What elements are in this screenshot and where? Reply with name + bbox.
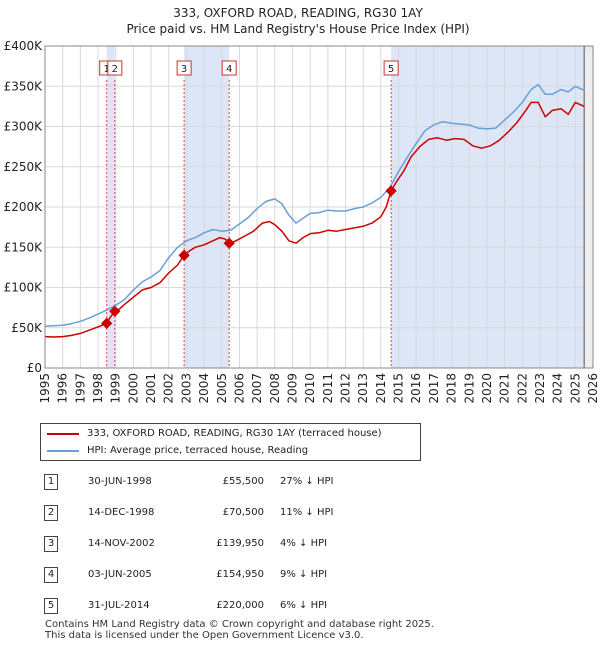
footer-copyright: Contains HM Land Registry data © Crown c…: [45, 619, 434, 630]
sale-price: £154,950: [216, 569, 264, 580]
table-row: 1 30-JUN-1998 £55,500 27% ↓ HPI: [40, 473, 400, 491]
forecast-region: [584, 46, 593, 368]
legend: 333, OXFORD ROAD, READING, RG30 1AY (ter…: [40, 423, 421, 461]
sale-date: 03-JUN-2005: [88, 569, 152, 580]
sale-number-badge: 1: [44, 474, 58, 490]
x-tick-label: 2021: [498, 373, 512, 404]
x-tick-label: 1996: [56, 373, 70, 404]
sale-point: [223, 237, 235, 249]
sale-number-badge: 2: [44, 505, 58, 521]
x-tick-label: 2018: [445, 373, 459, 404]
y-tick-label: £350K: [4, 79, 44, 93]
x-tick-label: 2013: [356, 373, 370, 404]
table-row: 5 31-JUL-2014 £220,000 6% ↓ HPI: [40, 597, 400, 615]
x-tick-label: 1998: [91, 373, 105, 404]
sale-date: 14-NOV-2002: [88, 538, 155, 549]
legend-label-hpi: HPI: Average price, terraced house, Read…: [87, 445, 309, 456]
x-tick-label: 2025: [568, 373, 582, 404]
sale-price: £70,500: [222, 507, 264, 518]
x-tick-label: 2023: [533, 373, 547, 404]
sale-label-number: 4: [226, 64, 232, 75]
x-tick-label: 2009: [285, 373, 299, 404]
footer-license: This data is licensed under the Open Gov…: [45, 630, 364, 641]
sale-point: [178, 249, 190, 261]
legend-swatch-hpi: [47, 450, 79, 452]
plot-frame: [44, 45, 594, 369]
sale-hpi-diff: 6% ↓ HPI: [280, 600, 328, 611]
plot-area: 1 2 3 4 5 £0 £50K £100K £150K £200K £250K £300K £350…: [4, 39, 600, 404]
sale-label-number: 2: [112, 64, 118, 75]
x-tick-label: 2008: [268, 373, 282, 404]
sale-label-box: [221, 60, 237, 76]
x-tick-label: 2019: [462, 373, 476, 404]
sale-label-box: [383, 60, 399, 76]
y-tick-label: £200K: [4, 200, 44, 214]
x-tick-label: 2005: [215, 373, 229, 404]
sale-hpi-diff: 11% ↓ HPI: [280, 507, 334, 518]
x-tick-label: 2020: [480, 373, 494, 404]
x-tick-label: 2014: [374, 373, 388, 404]
legend-swatch-property: [47, 433, 79, 435]
y-tick-label: £300K: [4, 120, 44, 134]
x-tick-label: 2016: [409, 373, 423, 404]
sale-hpi-diff: 9% ↓ HPI: [280, 569, 328, 580]
table-row: 4 03-JUN-2005 £154,950 9% ↓ HPI: [40, 566, 400, 584]
sale-number-badge: 4: [44, 567, 58, 583]
sale-date: 30-JUN-1998: [88, 476, 152, 487]
sale-label-number: 3: [181, 64, 187, 75]
sale-date: 31-JUL-2014: [88, 600, 150, 611]
sale-hpi-diff: 4% ↓ HPI: [280, 538, 328, 549]
x-tick-label: 2007: [250, 373, 264, 404]
sale-label-number: 1: [104, 64, 110, 75]
sale-label-box: [176, 60, 192, 76]
sale-label-number: 5: [388, 64, 394, 75]
x-tick-label: 2015: [392, 373, 406, 404]
x-tick-label: 2002: [162, 373, 176, 404]
chart-subtitle: Price paid vs. HM Land Registry's House …: [126, 22, 469, 36]
x-tick-label: 1997: [73, 373, 87, 404]
sale-label-box: [107, 60, 123, 76]
chart-title: 333, OXFORD ROAD, READING, RG30 1AY: [173, 6, 423, 20]
y-tick-label: £50K: [11, 321, 43, 335]
x-tick-label: 2010: [303, 373, 317, 404]
x-tick-label: 2000: [126, 373, 140, 404]
y-tick-label: £0: [27, 361, 42, 375]
x-tick-label: 2024: [551, 373, 565, 404]
x-tick-label: 2003: [179, 373, 193, 404]
series-line: [44, 101, 585, 338]
legend-label-property: 333, OXFORD ROAD, READING, RG30 1AY (ter…: [87, 428, 382, 439]
x-tick-label: 2022: [515, 373, 529, 404]
x-tick-label: 2012: [339, 373, 353, 404]
x-tick-label: 2001: [144, 373, 158, 404]
x-tick-label: 2011: [321, 373, 335, 404]
x-tick-label: 2026: [586, 373, 600, 404]
y-tick-label: £400K: [4, 39, 44, 53]
sale-price: £220,000: [216, 600, 264, 611]
sale-price: £55,500: [222, 476, 264, 487]
sale-point: [385, 185, 397, 197]
x-tick-label: 2017: [427, 373, 441, 404]
sale-price: £139,950: [216, 538, 264, 549]
sale-number-badge: 5: [44, 598, 58, 614]
footer: Contains HM Land Registry data © Crown c…: [45, 619, 434, 641]
sale-hpi-diff: 27% ↓ HPI: [280, 476, 334, 487]
x-tick-label: 2006: [232, 373, 246, 404]
table-row: 3 14-NOV-2002 £139,950 4% ↓ HPI: [40, 535, 400, 553]
sale-date: 14-DEC-1998: [88, 507, 155, 518]
y-tick-label: £250K: [4, 160, 44, 174]
table-row: 2 14-DEC-1998 £70,500 11% ↓ HPI: [40, 504, 400, 522]
y-tick-label: £150K: [4, 240, 44, 254]
x-tick-label: 1995: [38, 373, 52, 404]
price-chart: 333, OXFORD ROAD, READING, RG30 1AY Pric…: [4, 6, 600, 404]
sale-number-badge: 3: [44, 536, 58, 552]
x-tick-label: 2004: [197, 373, 211, 404]
series-line: [44, 83, 585, 327]
y-tick-label: £100K: [4, 281, 44, 295]
x-tick-label: 1999: [109, 373, 123, 404]
